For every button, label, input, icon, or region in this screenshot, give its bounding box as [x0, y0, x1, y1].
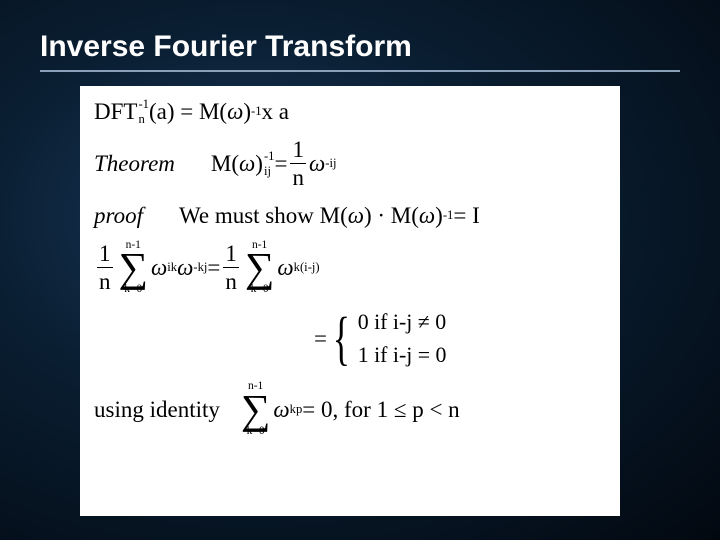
eq-line-6: using identity n-1 ∑ k=0 ωkp = 0, for 1 …: [94, 381, 606, 437]
l2-msup: -1: [264, 151, 275, 161]
l2-frac-num: 1: [290, 136, 306, 164]
l2-omega2: ω: [309, 150, 325, 178]
dft-sub: n: [138, 114, 149, 124]
l4-e3: k(i-j): [294, 260, 320, 275]
eq-line-5: = { 0 if i-j ≠ 0 1 if i-j = 0: [314, 306, 606, 372]
l2-frac-den: n: [290, 164, 306, 192]
l4-f2-den: n: [223, 268, 239, 296]
l2-rhs-sup: -ij: [325, 156, 336, 171]
l4-sum2-bot: k=0: [251, 284, 269, 296]
proof-label: proof: [94, 202, 143, 230]
l4-sum1: n-1 ∑ k=0: [119, 240, 149, 296]
l4-eq: =: [207, 254, 220, 282]
l4-e1: ik: [167, 260, 177, 275]
l2-omega: ω: [239, 150, 255, 178]
eq-line-2: Theorem M(ω)-1ij = 1 n ω-ij: [94, 136, 606, 192]
theorem-label: Theorem: [94, 150, 175, 178]
l4-frac2: 1 n: [223, 240, 239, 296]
l3-tail: = I: [453, 202, 479, 230]
l4-w1: ω: [151, 254, 167, 282]
l6-tail: = 0, for 1 ≤ p < n: [302, 396, 459, 424]
l4-f1-num: 1: [97, 240, 113, 268]
l2-eq: =: [275, 150, 288, 178]
l4-sum2: n-1 ∑ k=0: [245, 240, 275, 296]
l4-frac1: 1 n: [97, 240, 113, 296]
l3-omega2: ω: [419, 202, 435, 230]
l6-sum: n-1 ∑ k=0: [241, 381, 271, 437]
title-underline: [40, 70, 680, 72]
l6-sum-bot: k=0: [247, 426, 265, 438]
l1-arg: (a) = M(: [149, 98, 227, 126]
l5-case1: 0 if i-j ≠ 0: [358, 306, 447, 339]
l2-close: ): [255, 150, 263, 178]
l4-f2-num: 1: [223, 240, 239, 268]
l1-close: ): [243, 98, 251, 126]
l5-eq: =: [314, 325, 327, 353]
l1-msup: -1: [251, 104, 262, 119]
l3-omega: ω: [348, 202, 364, 230]
l1-omega: ω: [227, 98, 243, 126]
l4-sum1-bot: k=0: [124, 284, 142, 296]
l4-w2: ω: [177, 254, 193, 282]
l6-exp: kp: [290, 402, 303, 417]
l4-e2: -kj: [193, 260, 207, 275]
slide-title: Inverse Fourier Transform: [40, 30, 680, 64]
l6-omega: ω: [273, 396, 289, 424]
dft-text: DFT: [94, 98, 137, 126]
l2-pre: M(: [211, 150, 239, 178]
l3-a: We must show M(: [179, 202, 348, 230]
l3-c: ): [435, 202, 443, 230]
l2-frac: 1 n: [290, 136, 306, 192]
eq-line-1: DFT-1n(a) = M(ω)-1 x a: [94, 98, 606, 126]
eq-line-4: 1 n n-1 ∑ k=0 ωikω-kj = 1 n n-1 ∑ k=0 ωk…: [94, 240, 606, 296]
l5-case2: 1 if i-j = 0: [358, 339, 447, 372]
l3-b: ) · M(: [364, 202, 419, 230]
l4-f1-den: n: [97, 268, 113, 296]
l4-w3: ω: [277, 254, 293, 282]
dft-sup: -1: [138, 99, 149, 109]
l2-msub: ij: [264, 166, 275, 176]
l3-sup: -1: [443, 208, 454, 223]
brace-icon: {: [333, 315, 350, 363]
math-panel: DFT-1n(a) = M(ω)-1 x a Theorem M(ω)-1ij …: [80, 86, 620, 516]
l1-tail: x a: [262, 98, 289, 126]
l6-label: using identity: [94, 396, 220, 424]
eq-line-3: proof We must show M(ω) · M(ω)-1 = I: [94, 202, 606, 230]
